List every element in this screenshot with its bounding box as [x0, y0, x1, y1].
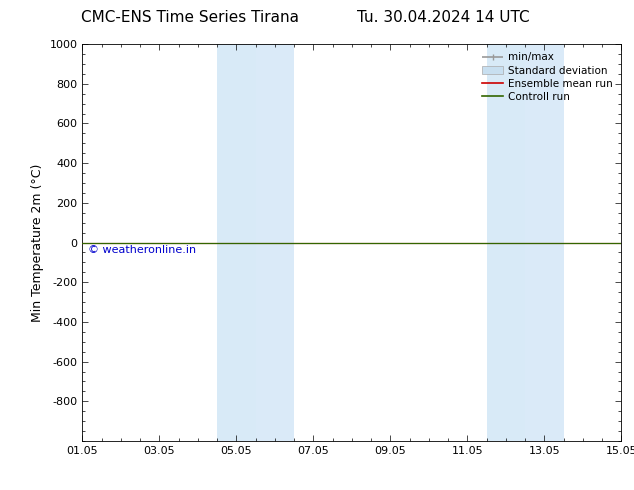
Text: Tu. 30.04.2024 14 UTC: Tu. 30.04.2024 14 UTC: [358, 9, 530, 24]
Bar: [487, 44, 525, 441]
Y-axis label: Min Temperature 2m (°C): Min Temperature 2m (°C): [31, 163, 44, 322]
Text: CMC-ENS Time Series Tirana: CMC-ENS Time Series Tirana: [81, 9, 299, 24]
Legend: min/max, Standard deviation, Ensemble mean run, Controll run: min/max, Standard deviation, Ensemble me…: [479, 49, 616, 105]
Bar: [217, 44, 256, 441]
Title: CMC-ENS Time Series Tirana      Tu. 30.04.2024 14 UTC: CMC-ENS Time Series Tirana Tu. 30.04.202…: [0, 489, 1, 490]
Text: © weatheronline.in: © weatheronline.in: [87, 245, 196, 254]
Bar: [525, 44, 564, 441]
Bar: [256, 44, 294, 441]
